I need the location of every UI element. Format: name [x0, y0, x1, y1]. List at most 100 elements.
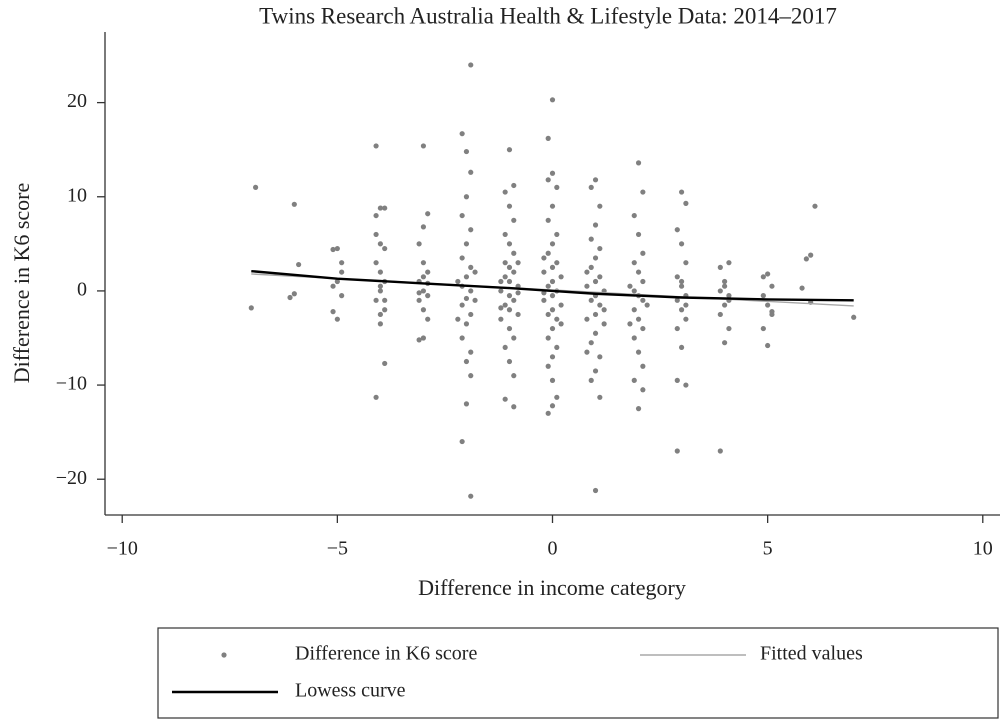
data-point — [717, 448, 723, 454]
line — [251, 269, 854, 302]
data-point — [678, 344, 685, 351]
data-point — [769, 309, 775, 315]
data-point — [640, 387, 646, 393]
data-point — [468, 311, 474, 318]
data-point — [506, 264, 513, 270]
data-point — [769, 283, 775, 289]
data-point — [588, 236, 594, 242]
data-point — [502, 274, 508, 280]
data-point — [459, 302, 465, 308]
data-point — [549, 307, 556, 313]
data-point — [760, 293, 766, 299]
x-tick-label: 0 — [548, 538, 558, 560]
data-point — [377, 241, 383, 247]
data-point — [549, 325, 556, 332]
data-point — [640, 325, 646, 332]
data-point — [420, 224, 427, 230]
data-point — [554, 231, 560, 238]
data-point — [674, 325, 680, 332]
data-point — [588, 264, 594, 270]
data-point — [506, 203, 513, 209]
data-point — [511, 373, 517, 379]
data-point — [468, 264, 474, 270]
data-point — [511, 250, 517, 256]
data-point — [420, 288, 427, 294]
data-point — [683, 200, 689, 206]
data-point — [674, 227, 680, 233]
data-point — [468, 227, 474, 233]
data-point — [545, 363, 551, 369]
data-point — [803, 256, 809, 262]
data-point — [799, 285, 805, 291]
data-point — [549, 264, 556, 270]
data-point — [549, 377, 556, 383]
data-point — [549, 203, 556, 209]
y-tick-label: −10 — [56, 373, 87, 395]
data-point — [506, 241, 513, 247]
data-point — [515, 311, 521, 318]
data-point — [511, 217, 517, 223]
data-point — [455, 278, 461, 285]
data-point — [334, 316, 340, 322]
data-point — [592, 487, 599, 494]
data-point — [373, 231, 379, 238]
data-point — [463, 358, 470, 365]
data-point — [287, 294, 293, 301]
data-point — [726, 293, 732, 299]
data-point — [597, 354, 603, 360]
data-point — [330, 309, 336, 315]
data-point — [515, 260, 521, 266]
data-point — [541, 269, 547, 275]
data-point — [425, 269, 431, 275]
data-point — [425, 211, 431, 217]
data-point — [584, 283, 590, 289]
data-point — [502, 260, 508, 266]
data-point — [506, 147, 513, 153]
data-point — [541, 297, 547, 303]
data-point — [760, 274, 766, 280]
data-point — [640, 189, 646, 195]
data-point — [416, 290, 422, 296]
data-point — [765, 342, 771, 349]
data-point — [425, 293, 431, 299]
data-point — [597, 274, 603, 280]
data-point — [592, 222, 599, 228]
x-tick-label: 5 — [763, 538, 773, 560]
data-point — [373, 260, 379, 266]
data-point — [545, 335, 551, 341]
data-point — [382, 297, 388, 303]
data-point — [511, 335, 517, 341]
data-point — [584, 316, 590, 322]
data-point — [592, 278, 599, 285]
data-point — [726, 325, 732, 332]
data-point — [722, 340, 728, 346]
data-point — [459, 131, 465, 137]
data-point — [635, 160, 642, 166]
data-point — [592, 255, 599, 261]
y-tick-label: 0 — [77, 279, 87, 301]
data-point — [416, 337, 422, 343]
data-point — [597, 245, 603, 252]
data-point — [291, 201, 297, 207]
data-point — [463, 274, 470, 280]
data-point — [549, 278, 556, 285]
chart-title: Twins Research Australia Health & Lifest… — [259, 3, 837, 28]
data-point — [554, 184, 560, 190]
data-point — [511, 182, 517, 189]
data-point — [592, 330, 599, 336]
data-point — [330, 246, 336, 253]
data-point — [330, 283, 336, 289]
data-point — [592, 177, 599, 183]
data-point — [373, 297, 379, 303]
data-point — [678, 283, 685, 289]
data-point — [588, 377, 594, 383]
data-point — [382, 307, 388, 313]
data-point — [640, 250, 646, 256]
data-point — [584, 269, 590, 275]
data-point — [545, 311, 551, 318]
y-axis-label: Difference in K6 score — [9, 183, 34, 384]
data-point — [502, 396, 508, 402]
data-point — [631, 377, 637, 383]
data-point — [506, 293, 513, 299]
data-point — [635, 406, 642, 412]
